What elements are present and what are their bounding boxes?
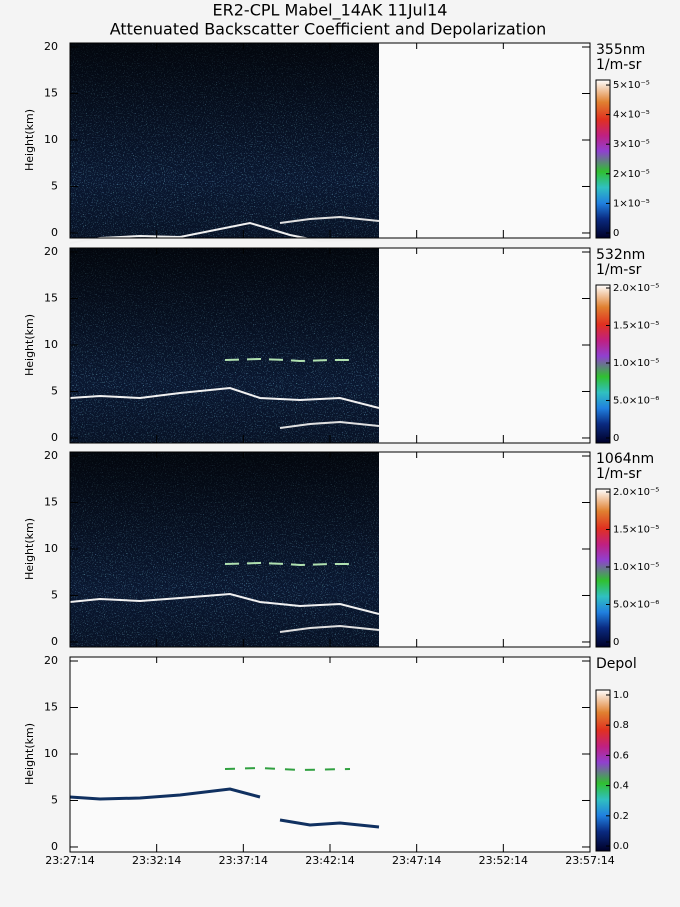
colorbar-label: Depol [596, 656, 637, 672]
depol-cirrus [224, 766, 351, 772]
y-tick-label: 10 [44, 542, 58, 555]
y-tick-label: 15 [44, 86, 58, 99]
shade [70, 248, 379, 443]
y-tick-label: 5 [51, 588, 58, 601]
colorbar-tick-label: 1.0 [613, 690, 629, 701]
colorbar-tick-label: 1.5×10⁻⁵ [613, 524, 659, 535]
colorbar-tick-label: 0.6 [613, 750, 629, 761]
x-tick-label: 23:32:14 [132, 854, 181, 867]
y-tick-label: 0 [51, 840, 58, 853]
colorbar-tick-label: 1.5×10⁻⁵ [613, 320, 659, 331]
colorbar [595, 689, 611, 852]
x-tick-label: 23:27:14 [45, 854, 94, 867]
colorbar-tick-label: 1×10⁻⁵ [613, 198, 650, 209]
colorbar-label: 1064nm [596, 451, 654, 467]
y-tick-label: 5 [51, 179, 58, 192]
colorbar-tick-label: 0.8 [613, 720, 629, 731]
colorbar [595, 79, 611, 239]
y-tick-label: 0 [51, 431, 58, 444]
plot-area [70, 657, 590, 852]
colorbar-tick-label: 2×10⁻⁵ [613, 169, 650, 180]
colorbar-label: 532nm [596, 247, 645, 263]
x-tick-label: 23:37:14 [219, 854, 268, 867]
depol-low [279, 818, 380, 829]
colorbar-label: 1/m-sr [596, 466, 642, 482]
colorbar-tick-label: 4×10⁻⁵ [613, 110, 650, 121]
colorbar [595, 284, 611, 444]
cirrus [224, 357, 350, 363]
low-layer [279, 624, 380, 633]
cloud-layer [69, 592, 380, 615]
y-axis-label: Height(km) [23, 109, 36, 171]
shade [70, 43, 379, 238]
colorbar-tick-label: 0 [613, 228, 619, 239]
depol-layer [69, 787, 261, 801]
y-axis-label: Height(km) [23, 314, 36, 376]
cirrus [224, 561, 350, 567]
colorbar-tick-label: 0 [613, 637, 619, 648]
colorbar-label: 1/m-sr [596, 57, 642, 73]
chart-subtitle: Attenuated Backscatter Coefficient and D… [110, 20, 547, 39]
y-tick-label: 10 [44, 747, 58, 760]
x-tick-label: 23:57:14 [565, 854, 614, 867]
y-tick-label: 0 [51, 226, 58, 239]
colorbar-tick-label: 0.4 [613, 781, 629, 792]
colorbar-label: 1/m-sr [596, 262, 642, 278]
colorbar-tick-label: 5×10⁻⁵ [613, 80, 650, 91]
colorbar-tick-label: 0.0 [613, 841, 629, 852]
chart-title: ER2-CPL Mabel_14AK 11Jul14 [213, 1, 448, 21]
y-tick-label: 20 [44, 245, 58, 258]
y-tick-label: 5 [51, 384, 58, 397]
low-layer [279, 420, 380, 429]
y-axis-label: Height(km) [23, 723, 36, 785]
y-tick-label: 15 [44, 291, 58, 304]
y-tick-label: 10 [44, 133, 58, 146]
colorbar-tick-label: 5.0×10⁻⁶ [613, 395, 659, 406]
colorbar-tick-label: 3×10⁻⁵ [613, 139, 650, 150]
y-tick-label: 15 [44, 700, 58, 713]
y-tick-label: 15 [44, 495, 58, 508]
y-tick-label: 0 [51, 635, 58, 648]
y-tick-label: 20 [44, 40, 58, 53]
y-tick-label: 10 [44, 338, 58, 351]
x-tick-label: 23:47:14 [392, 854, 441, 867]
colorbar-tick-label: 1.0×10⁻⁵ [613, 562, 659, 573]
colorbar-tick-label: 0.2 [613, 811, 629, 822]
colorbar-tick-label: 5.0×10⁻⁶ [613, 599, 659, 610]
y-tick-label: 5 [51, 793, 58, 806]
colorbar-tick-label: 2.0×10⁻⁵ [613, 487, 659, 498]
colorbar-tick-label: 0 [613, 433, 619, 444]
y-tick-label: 20 [44, 449, 58, 462]
colorbar-tick-label: 2.0×10⁻⁵ [613, 283, 659, 294]
colorbar [595, 488, 611, 648]
colorbar-tick-label: 1.0×10⁻⁵ [613, 358, 659, 369]
panel: 0 5 10 15 20 Height(km) 23:27:14 23:32:14 23:37:… [23, 654, 637, 867]
cloud-layer [69, 221, 380, 244]
shade [70, 452, 379, 647]
colorbar-label: 355nm [596, 42, 645, 58]
y-tick-label: 20 [44, 654, 58, 667]
x-tick-label: 23:42:14 [305, 854, 354, 867]
cloud-layer [69, 386, 380, 409]
y-axis-label: Height(km) [23, 518, 36, 580]
low-layer [279, 215, 380, 224]
x-tick-label: 23:52:14 [479, 854, 528, 867]
